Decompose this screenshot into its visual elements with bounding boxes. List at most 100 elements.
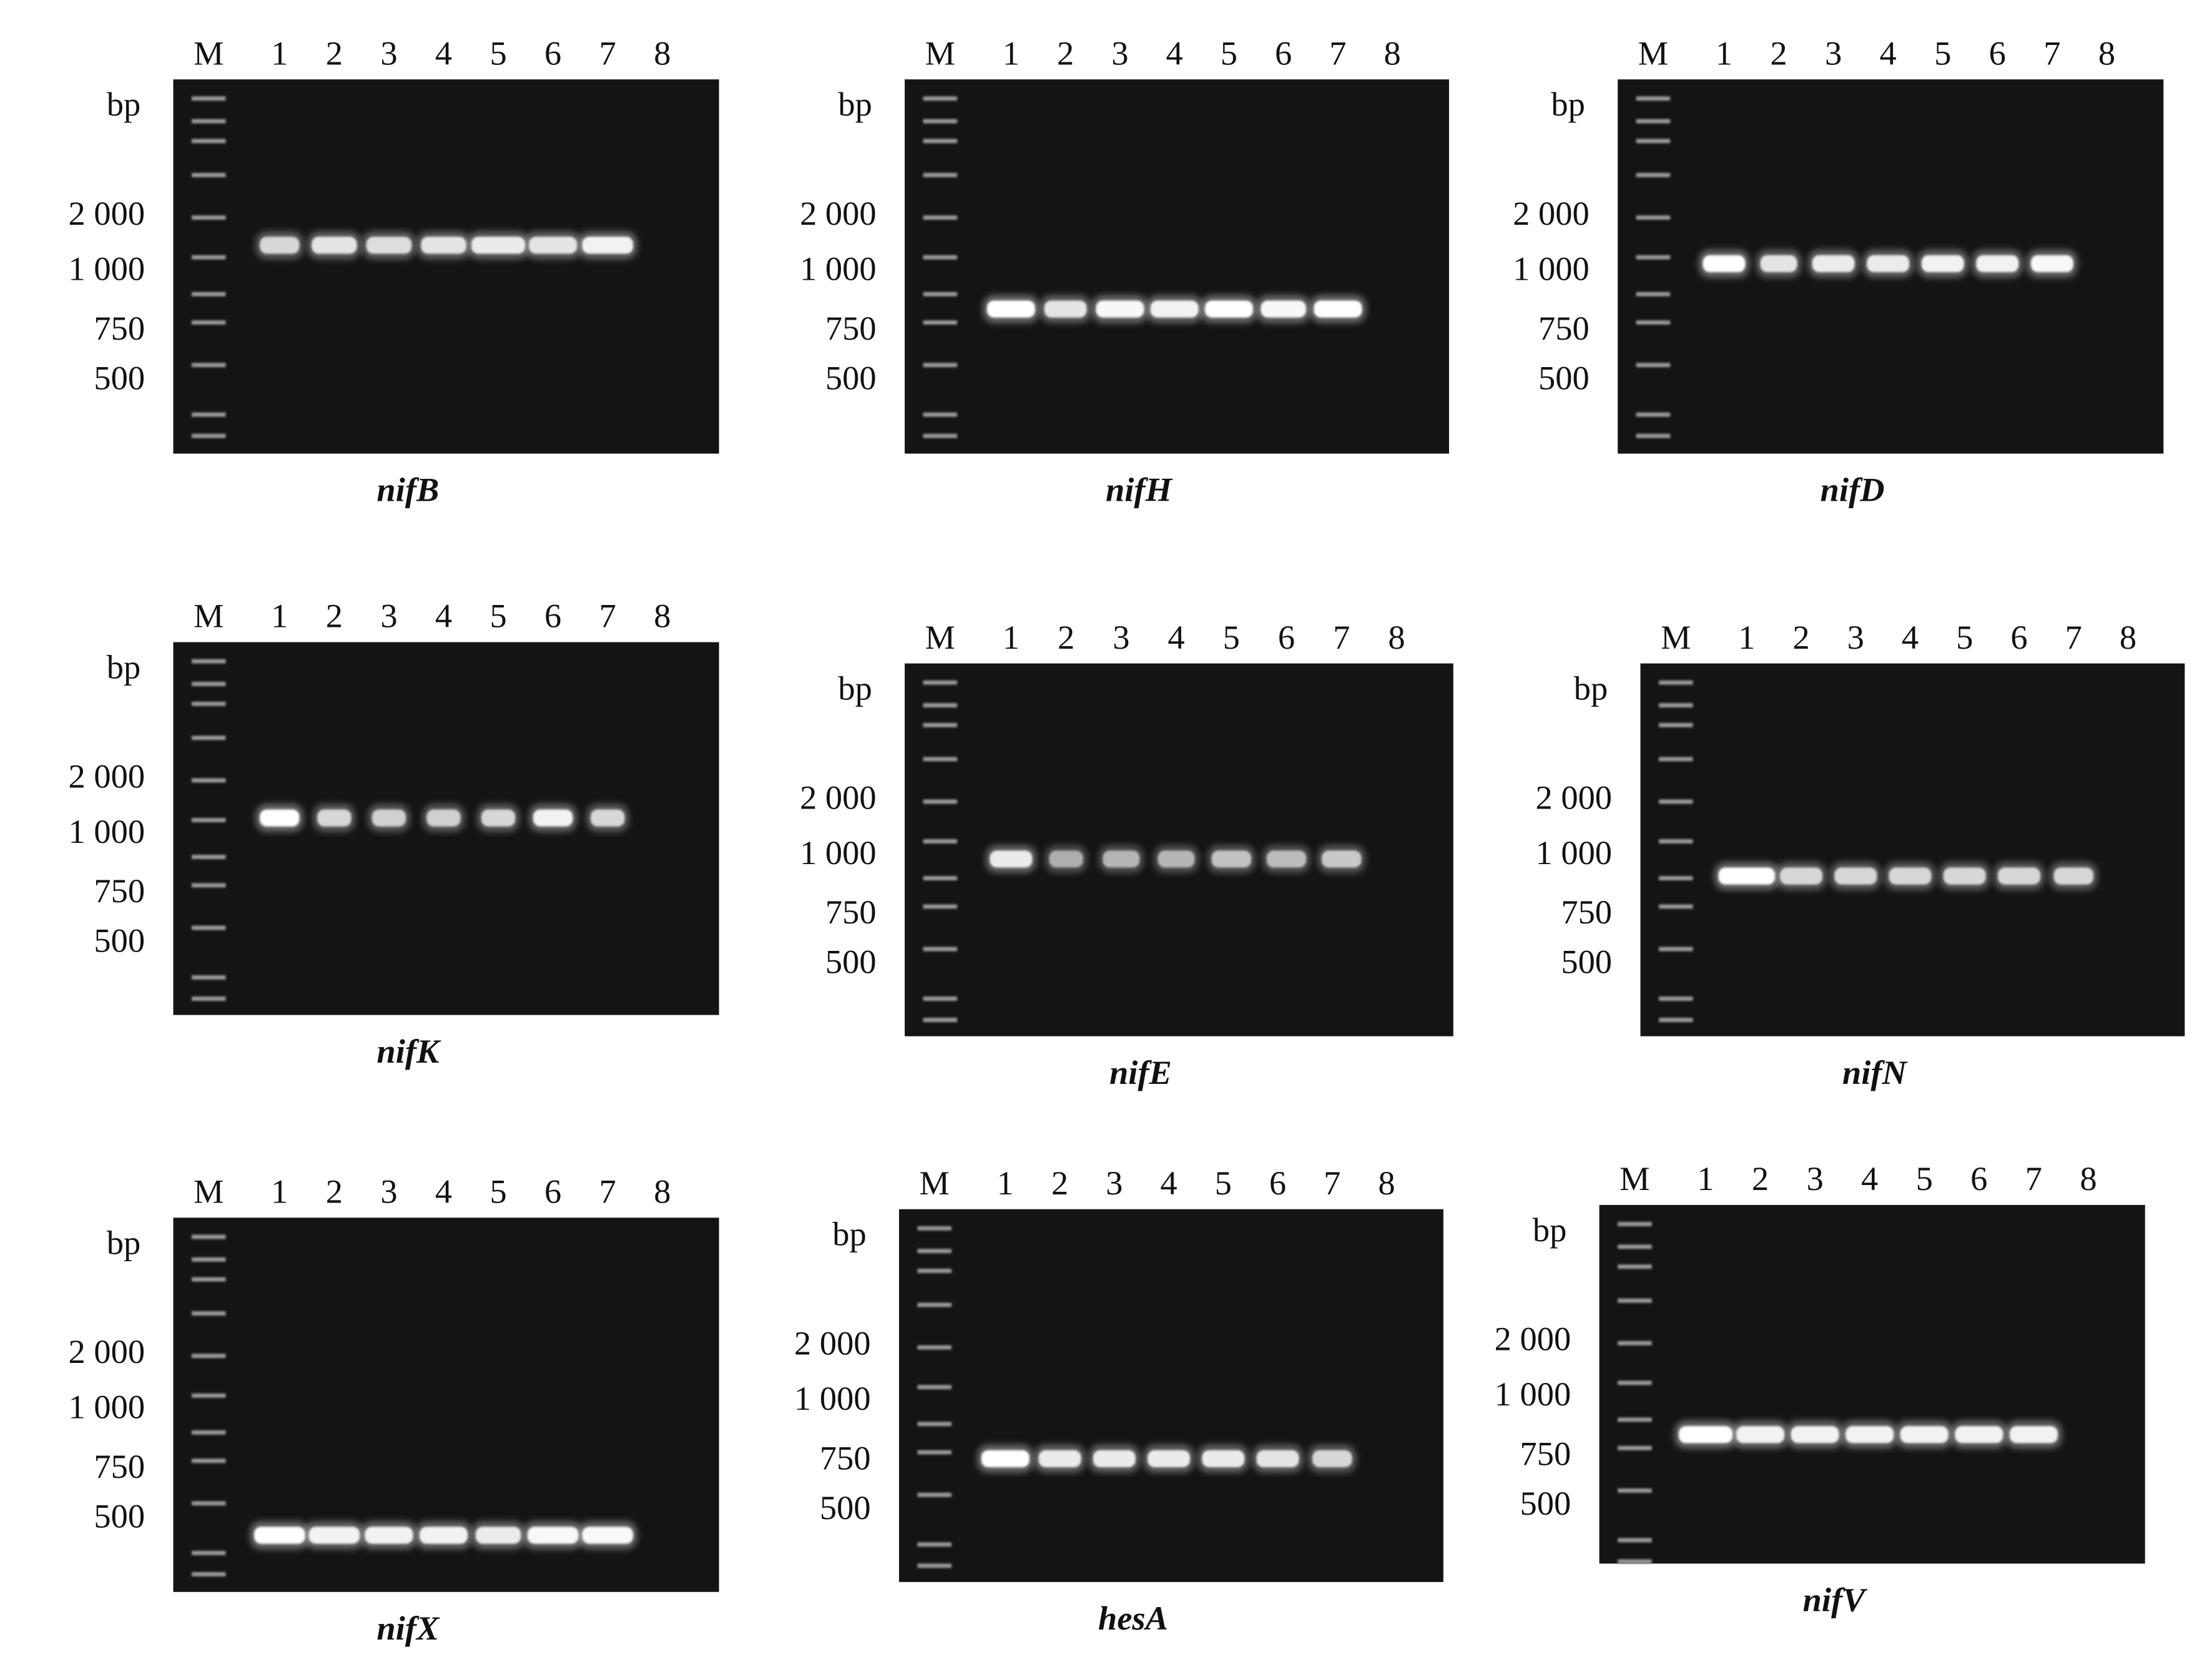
- band: [1314, 300, 1362, 318]
- marker-band: [192, 883, 226, 888]
- band: [582, 237, 634, 254]
- size-label: 750: [94, 1447, 145, 1485]
- marker-band: [923, 215, 958, 220]
- marker-band: [1636, 215, 1671, 220]
- lane-label: 6: [544, 34, 561, 72]
- lane-label: M: [1638, 34, 1668, 72]
- lane-label: 1: [1716, 34, 1733, 72]
- size-label: 1 000: [69, 812, 145, 850]
- marker-band: [192, 255, 226, 260]
- band: [591, 809, 625, 827]
- marker-band: [917, 1563, 952, 1568]
- lane-label: 6: [1970, 1159, 1987, 1198]
- marker-band: [192, 996, 226, 1001]
- lane-label: 8: [1384, 34, 1401, 72]
- lane-label: 2: [326, 34, 343, 72]
- band: [1044, 300, 1087, 318]
- marker-band: [923, 139, 958, 144]
- marker-band: [1636, 363, 1671, 368]
- lane-label: 7: [599, 34, 616, 72]
- marker-band: [1658, 757, 1693, 762]
- lane-label: 4: [1880, 34, 1897, 72]
- size-label: 2 000: [800, 778, 877, 816]
- marker-band: [1658, 722, 1693, 727]
- marker-band: [917, 1226, 952, 1231]
- gel-image: [173, 79, 719, 454]
- lane-label: 2: [1057, 34, 1074, 72]
- marker-band: [192, 701, 226, 706]
- band: [366, 237, 412, 254]
- lane-label: 7: [2065, 618, 2082, 656]
- marker-band: [1658, 876, 1693, 880]
- lane-label: 8: [654, 1173, 671, 1211]
- lane-label: 1: [271, 1173, 288, 1211]
- marker-band: [192, 682, 226, 686]
- marker-band: [192, 139, 226, 144]
- marker-band: [192, 96, 226, 101]
- band: [1038, 1450, 1081, 1467]
- lane-label: 2: [1770, 34, 1787, 72]
- lane-label: 7: [1324, 1164, 1340, 1202]
- band: [317, 809, 351, 827]
- caption: hesA: [1098, 1599, 1168, 1637]
- lane-label: 8: [2098, 34, 2115, 72]
- marker-band: [917, 1422, 952, 1427]
- size-label: 500: [1520, 1484, 1571, 1522]
- unit-label: bp: [107, 647, 140, 686]
- gel-panel: M 1 2 3 4 5 6 7 8 bp 2 000 1 000 750 500 nifH: [800, 34, 1449, 509]
- band: [1103, 850, 1140, 868]
- marker-band: [923, 96, 958, 101]
- band: [1312, 1450, 1352, 1467]
- lane-label: 2: [1752, 1159, 1769, 1198]
- marker-band: [192, 1550, 226, 1555]
- lane-label: M: [925, 618, 955, 656]
- lane-label: 3: [1113, 618, 1129, 656]
- marker-band: [1618, 1244, 1652, 1249]
- band: [1779, 867, 1823, 885]
- marker-band: [192, 1234, 226, 1239]
- lane-label: 7: [599, 597, 616, 635]
- unit-label: bp: [832, 1215, 866, 1253]
- lane-label: 1: [1697, 1159, 1714, 1198]
- size-label: 500: [94, 922, 145, 960]
- lane-label: 6: [1989, 34, 2006, 72]
- marker-band: [923, 904, 958, 909]
- marker-band: [1636, 292, 1671, 297]
- unit-label: bp: [1533, 1211, 1566, 1249]
- band: [582, 1527, 634, 1544]
- size-label: 750: [1538, 309, 1590, 347]
- marker-band: [192, 412, 226, 417]
- marker-band: [923, 799, 958, 804]
- size-label: 1 000: [794, 1379, 871, 1417]
- marker-band: [192, 173, 226, 177]
- marker-band: [923, 433, 958, 438]
- size-label: 750: [820, 1438, 871, 1477]
- lane-label: 6: [544, 597, 561, 635]
- marker-band: [1636, 255, 1671, 260]
- marker-band: [192, 1458, 226, 1463]
- gel-panel: M 1 2 3 4 5 6 7 8 bp 2 000 1 000 750 500 nifD: [1513, 34, 2164, 509]
- size-label: 500: [820, 1488, 871, 1527]
- band: [471, 237, 526, 254]
- size-label: 750: [1561, 893, 1612, 931]
- size-label: 500: [825, 943, 877, 981]
- lane-label: 5: [1916, 1159, 1933, 1198]
- marker-band: [192, 1354, 226, 1359]
- band: [1147, 1450, 1191, 1467]
- lane-label: 3: [380, 1173, 397, 1211]
- lane-label: 3: [380, 597, 397, 635]
- lane-label: 4: [435, 1173, 452, 1211]
- marker-band: [1618, 1538, 1652, 1543]
- lane-label: 7: [599, 1173, 616, 1211]
- band: [1955, 1426, 2003, 1443]
- band: [1812, 255, 1855, 272]
- gel-image: [899, 1209, 1443, 1582]
- marker-band: [1636, 320, 1671, 325]
- band: [1158, 850, 1195, 868]
- lane-label: 5: [1956, 618, 1973, 656]
- marker-band: [923, 996, 958, 1001]
- lane-label: 2: [326, 597, 343, 635]
- lane-label: 5: [1221, 34, 1237, 72]
- band: [1096, 300, 1144, 318]
